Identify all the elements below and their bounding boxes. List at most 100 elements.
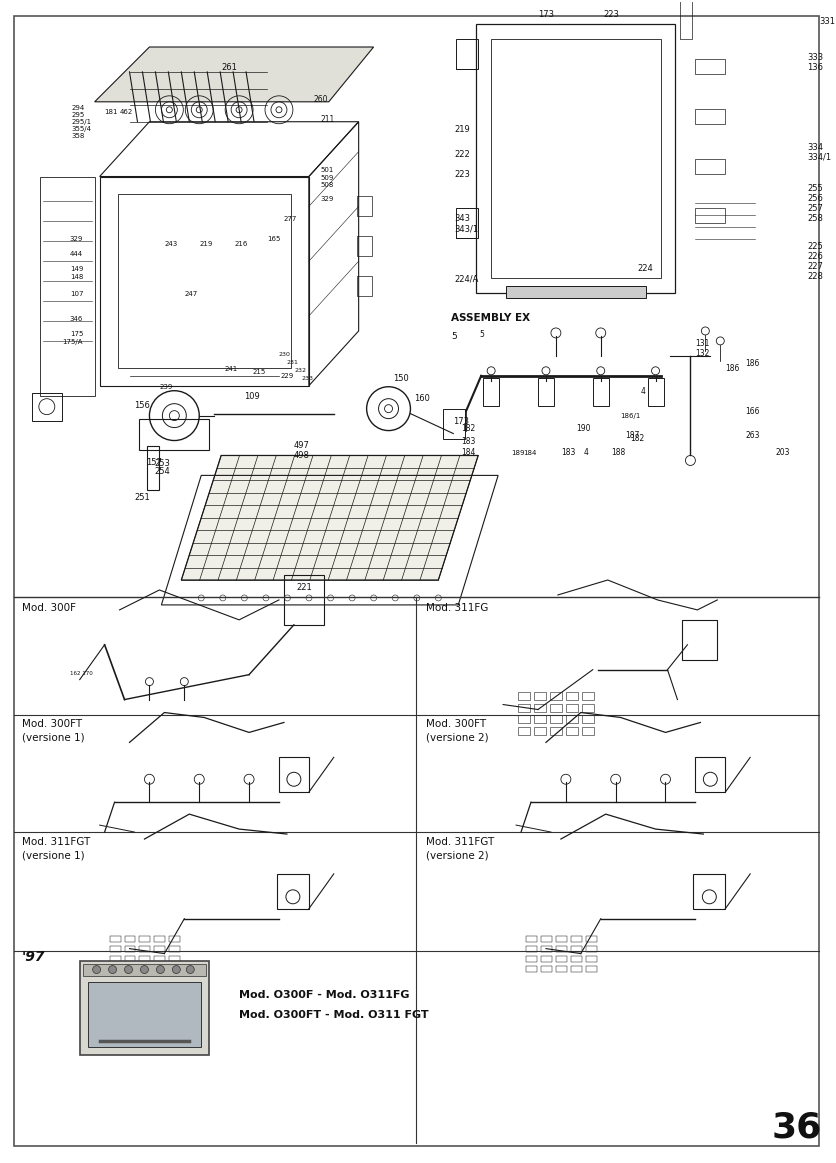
Text: 136: 136 [807,63,823,72]
Text: 160: 160 [415,394,431,402]
Bar [526,956,537,962]
Text: 175: 175 [69,331,83,337]
Text: 277: 277 [284,216,298,222]
Bar [125,956,135,962]
Text: 36: 36 [772,1111,822,1144]
Bar [696,208,726,223]
Text: 186: 186 [726,364,740,373]
Text: 239: 239 [160,384,173,390]
Bar [140,946,150,951]
Bar [538,378,554,406]
Text: 225: 225 [807,242,823,251]
Circle shape [93,965,100,973]
Bar [506,286,645,298]
Text: Mod. 311FG: Mod. 311FG [426,602,489,613]
Text: 258: 258 [807,214,823,223]
Bar [582,692,594,700]
Bar [140,936,150,942]
Text: 157: 157 [146,458,162,468]
Text: 224: 224 [638,264,654,273]
Circle shape [186,965,194,973]
Bar [696,158,726,173]
Text: 233: 233 [302,376,314,380]
Bar [526,946,537,951]
Text: 224/A: 224/A [454,274,479,283]
Text: 165: 165 [267,236,280,242]
Text: 444: 444 [69,251,83,257]
Text: Mod. 311FGT
(versione 1): Mod. 311FGT (versione 1) [22,837,90,861]
Bar [140,965,150,971]
Bar [483,378,499,406]
Bar [357,197,372,216]
Bar [696,59,726,74]
Text: 346: 346 [69,316,83,322]
Text: 295: 295 [72,112,85,117]
Text: 181: 181 [104,109,118,115]
Bar [125,936,135,942]
Bar [566,727,578,735]
Bar [566,715,578,723]
Text: 173: 173 [538,10,554,19]
Text: 189: 189 [511,450,524,456]
Bar [279,757,308,792]
Text: Mod. 300F: Mod. 300F [22,602,76,613]
Text: 190: 190 [576,423,590,433]
Text: 219: 219 [454,124,470,134]
Text: 222: 222 [454,150,470,158]
Text: 251: 251 [135,493,150,502]
Bar [556,965,567,971]
Text: 107: 107 [69,291,84,297]
Text: 109: 109 [244,392,260,401]
Text: 215: 215 [252,369,265,374]
Text: 329: 329 [69,236,83,242]
Text: 334/1: 334/1 [807,152,831,162]
Bar [571,956,582,962]
Text: '97: '97 [22,949,45,964]
Bar [125,946,135,951]
Text: 462: 462 [120,109,133,115]
Bar [571,946,582,951]
Bar [140,956,150,962]
Text: 331: 331 [819,17,835,26]
Bar [571,965,582,971]
Text: 230: 230 [279,352,291,357]
Text: 166: 166 [745,407,760,415]
Bar [155,946,166,951]
Circle shape [125,965,132,973]
Bar [456,40,478,69]
Bar [556,936,567,942]
Bar [170,956,181,962]
Text: 183: 183 [461,436,476,445]
Bar [566,692,578,700]
Bar [681,0,692,40]
Text: 131: 131 [696,338,710,348]
Bar [110,965,120,971]
Text: 156: 156 [135,400,150,409]
Text: ASSEMBLY EX: ASSEMBLY EX [451,313,530,323]
Circle shape [156,965,165,973]
Text: 255: 255 [807,185,823,193]
Text: Mod. O300FT - Mod. O311 FGT: Mod. O300FT - Mod. O311 FGT [239,1011,429,1020]
Bar [456,208,478,238]
Bar [550,692,562,700]
Bar [140,419,209,450]
Bar [526,936,537,942]
Bar [170,965,181,971]
Bar [526,965,537,971]
Circle shape [172,965,181,973]
Bar [83,964,206,976]
Bar [443,408,466,438]
Bar [518,715,530,723]
Bar [696,757,726,792]
Text: 294: 294 [72,105,85,110]
Bar [556,946,567,951]
Bar [571,936,582,942]
Text: 211: 211 [321,115,335,123]
Bar [110,936,120,942]
Text: 188: 188 [611,449,625,457]
Text: 184: 184 [523,450,537,456]
Text: 358: 358 [72,133,85,138]
Bar [550,704,562,712]
Bar [534,692,546,700]
Text: Mod. O300F - Mod. O311FG: Mod. O300F - Mod. O311FG [239,991,410,1000]
